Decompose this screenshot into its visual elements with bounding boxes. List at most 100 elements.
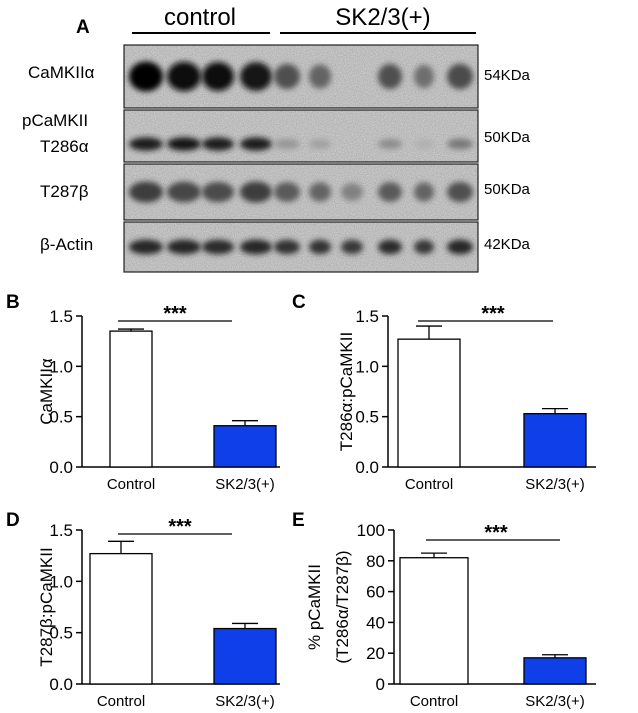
blot-band <box>447 63 473 90</box>
y-axis-label: CaMKIIα <box>37 358 56 425</box>
blot-band <box>167 181 201 203</box>
bar-sk23 <box>213 627 277 685</box>
size-label-2: 50KDa <box>484 181 531 198</box>
blot-band <box>202 181 234 203</box>
y-tick-label: 0.5 <box>49 624 73 643</box>
y-tick-label: 1.5 <box>49 307 73 326</box>
blot-band <box>378 182 402 202</box>
blot-row-1 <box>123 109 479 163</box>
blot-band <box>240 62 272 91</box>
y-tick-label: 0.5 <box>49 408 73 427</box>
bar-control <box>89 552 153 685</box>
size-label-3: 42KDa <box>484 236 531 253</box>
panel-letter: D <box>6 510 20 531</box>
row-label-t287: T287β <box>40 182 89 201</box>
panel-a-letter: A <box>76 17 90 38</box>
significance-marker: *** <box>168 516 192 538</box>
blot-band <box>414 182 434 202</box>
row-label-pcamkii: pCaMKII <box>22 111 88 130</box>
size-label-0: 54KDa <box>484 67 531 84</box>
blot-row-2 <box>123 163 479 221</box>
y-tick-label: 40 <box>366 613 385 632</box>
size-label-1: 50KDa <box>484 129 531 146</box>
y-tick-label: 0 <box>376 675 385 694</box>
blot-band <box>341 239 363 255</box>
category-label: Control <box>107 476 155 493</box>
bar-sk23 <box>213 425 277 468</box>
blot-band <box>202 61 234 92</box>
blot-band <box>240 239 272 255</box>
y-axis-label: T286α:pCaMKII <box>337 332 356 451</box>
bar-control <box>399 557 469 685</box>
blot-row-0 <box>123 44 479 109</box>
y-axis-label: T287β:pCaMKII <box>37 547 56 666</box>
category-label: Control <box>97 693 145 710</box>
blot-band <box>414 139 434 149</box>
blot-band <box>129 181 163 203</box>
blot-band <box>414 239 434 255</box>
blot-band <box>167 61 201 92</box>
panel-e-chart: E 0 20 40 60 80 100 % pCaMKII (T286α/T287β) Contr… <box>292 510 596 710</box>
blot-band <box>274 239 300 255</box>
y-tick-label: 0.0 <box>355 458 379 477</box>
y-tick-label: 1.0 <box>49 572 73 591</box>
y-tick-label: 1.0 <box>49 357 73 376</box>
blot-band <box>129 61 163 92</box>
category-label: SK2/3(+) <box>525 476 585 493</box>
panel-d-chart: D 0.0 0.5 1.0 1.5 T287β:pCaMKII Control SK2/3(+… <box>6 510 280 710</box>
blot-row-3 <box>123 221 479 273</box>
category-label: Control <box>410 693 458 710</box>
row-label-t286: T286α <box>40 137 89 156</box>
blot-band <box>309 239 331 255</box>
category-label: Control <box>405 476 453 493</box>
blot-band <box>447 138 473 150</box>
blot-band <box>378 63 402 90</box>
y-tick-label: 1.5 <box>49 521 73 540</box>
blot-band <box>378 239 402 255</box>
y-tick-label: 100 <box>357 521 385 540</box>
row-label-camkii: CaMKIIα <box>28 63 95 82</box>
y-tick-label: 1.5 <box>355 307 379 326</box>
y-tick-label: 1.0 <box>355 357 379 376</box>
significance-marker: *** <box>484 522 508 544</box>
bar-control <box>109 330 153 468</box>
group-label-sk23: SK2/3(+) <box>335 4 430 31</box>
blot-band <box>202 239 234 255</box>
category-label: SK2/3(+) <box>525 693 585 710</box>
blot-band <box>309 64 331 89</box>
blot-band <box>167 239 201 255</box>
blot-band <box>274 182 300 202</box>
blot-band <box>240 181 272 203</box>
blot-band <box>309 139 331 149</box>
row-label-actin: β-Actin <box>40 235 93 254</box>
y-tick-label: 80 <box>366 552 385 571</box>
panel-letter: C <box>292 292 306 313</box>
blot-band <box>378 138 402 150</box>
y-tick-label: 0.0 <box>49 458 73 477</box>
panel-letter: E <box>292 510 305 531</box>
bar-control <box>397 338 461 468</box>
category-label: SK2/3(+) <box>215 693 275 710</box>
panel-c-chart: C 0.0 0.5 1.0 1.5 T286α:pCaMKII Control SK2/3(+… <box>292 292 596 493</box>
blot-band <box>309 182 331 202</box>
y-tick-label: 0.5 <box>355 408 379 427</box>
y-axis-label-line1: % pCaMKII <box>305 564 324 650</box>
y-tick-label: 20 <box>366 644 385 663</box>
blot-band <box>447 239 473 255</box>
panel-letter: B <box>6 292 20 313</box>
blot-strips <box>123 44 479 273</box>
bar-sk23 <box>523 412 587 468</box>
blot-band <box>167 137 201 151</box>
group-label-control: control <box>164 4 236 31</box>
blot-band <box>447 181 473 203</box>
category-label: SK2/3(+) <box>215 476 275 493</box>
bar-sk23 <box>523 657 587 685</box>
blot-band <box>129 137 163 151</box>
panel-a-blot: A control SK2/3(+) CaMKIIα pCaMKII T286α… <box>22 4 531 273</box>
blot-band <box>274 139 300 149</box>
significance-marker: *** <box>481 303 505 325</box>
significance-marker: *** <box>163 303 187 325</box>
y-tick-label: 60 <box>366 583 385 602</box>
y-axis-label-line2: (T286α/T287β) <box>333 550 352 663</box>
